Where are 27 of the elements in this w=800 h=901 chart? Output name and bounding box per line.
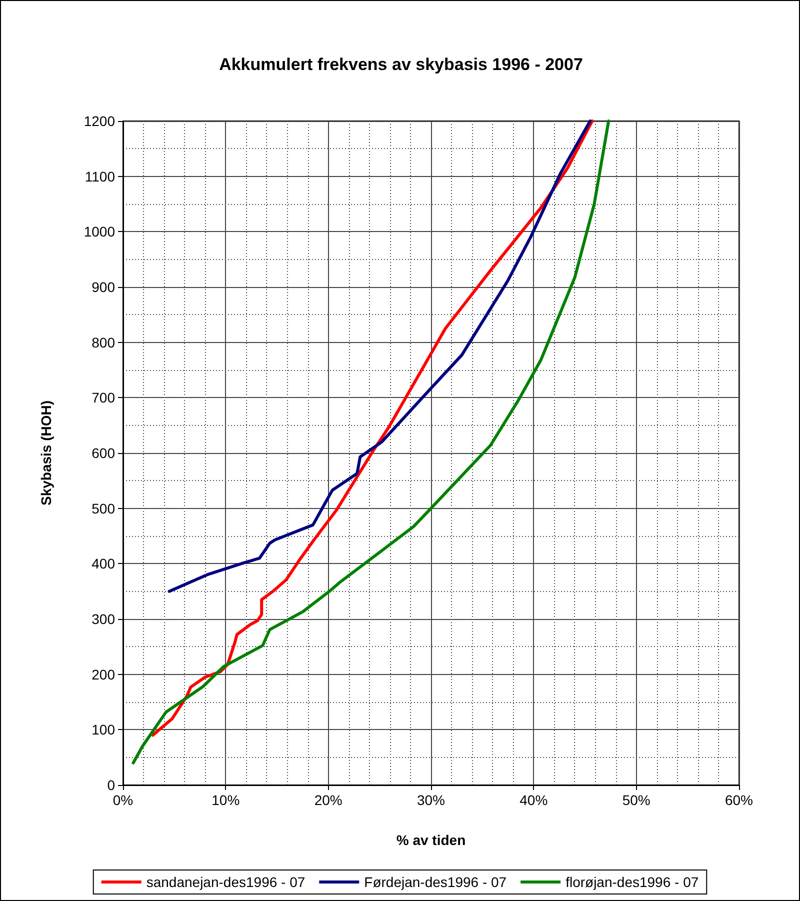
x-axis-title: % av tiden: [396, 832, 466, 848]
y-tick-label: 100: [92, 722, 116, 738]
y-tick-label: 800: [92, 334, 116, 350]
x-tick-label: 10%: [212, 792, 240, 808]
x-tick-label: 0%: [112, 792, 134, 808]
y-tick-label: 300: [92, 611, 116, 627]
y-tick-label: 700: [92, 390, 116, 406]
y-tick-label: 900: [92, 279, 116, 295]
x-tick-label: 60%: [724, 792, 754, 808]
x-tick-label: 40%: [520, 792, 548, 808]
y-tick-label: 500: [92, 500, 116, 516]
chart-title: Akkumulert frekvens av skybasis 1996 - 2007: [219, 55, 583, 74]
legend-label: Førdejan-des1996 - 07: [364, 874, 507, 890]
y-tick-label: 1000: [84, 224, 116, 240]
y-axis-title: Skybasis (HOH): [38, 400, 54, 506]
x-tick-label: 30%: [416, 792, 446, 808]
y-tick-label: 0: [107, 777, 116, 793]
legend-label: sandanejan-des1996 - 07: [146, 874, 306, 890]
line-series: [168, 120, 592, 593]
legend-label: florøjan-des1996 - 07: [566, 874, 699, 890]
y-tick-label: 600: [92, 445, 116, 461]
y-tick-label: 400: [92, 556, 116, 572]
x-tick-label: 50%: [622, 792, 650, 808]
y-tick-label: 200: [92, 666, 116, 682]
y-tick-label: 1100: [84, 168, 116, 184]
y-tick-label: 1200: [84, 113, 116, 129]
x-tick-label: 20%: [314, 792, 342, 808]
